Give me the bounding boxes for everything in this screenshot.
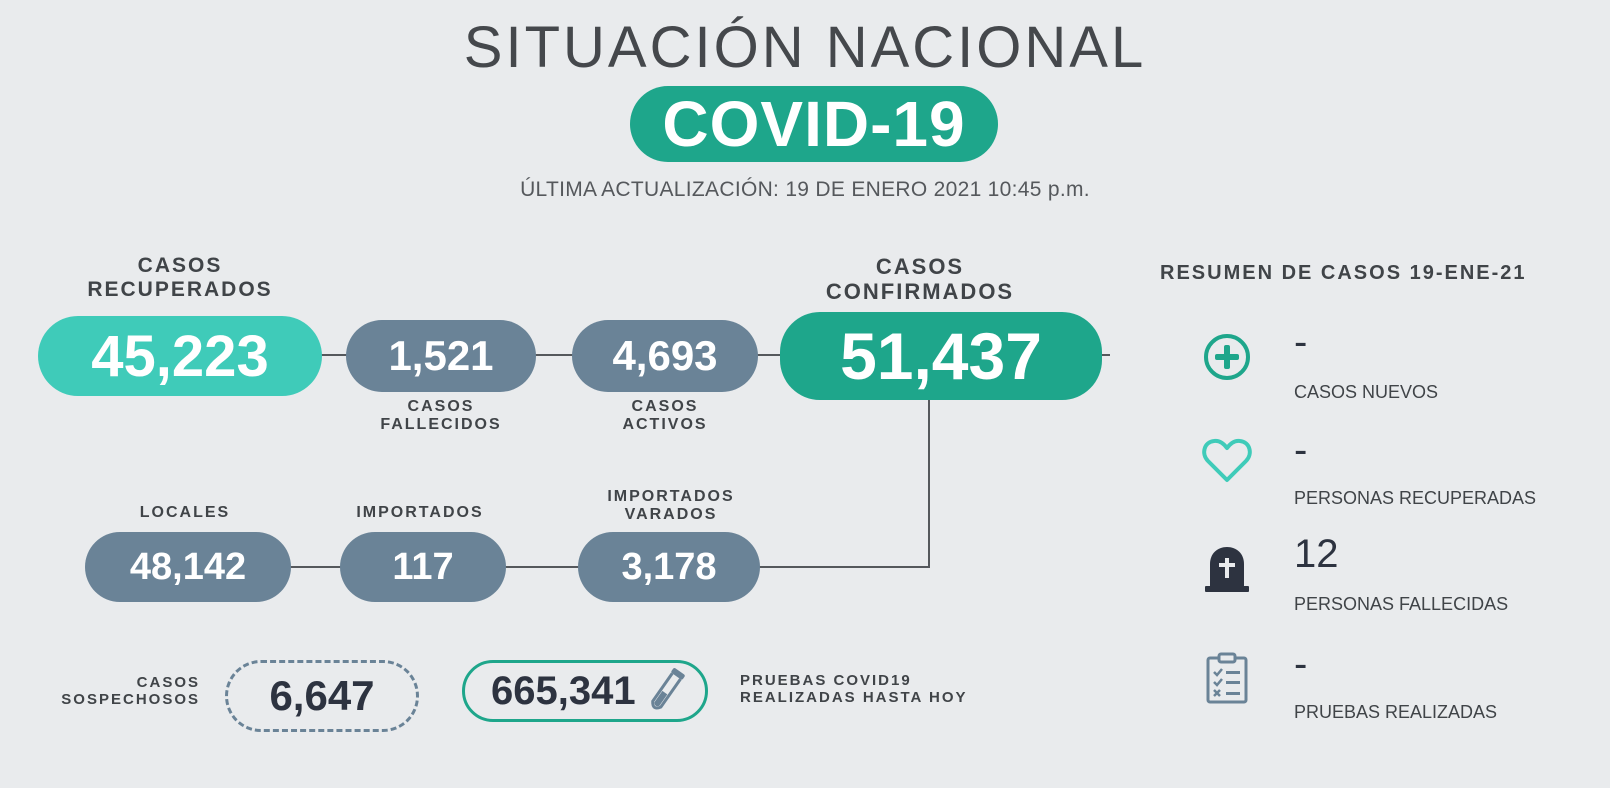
page-title: SITUACIÓN NACIONAL — [463, 15, 1147, 80]
summary-deceased-value: 12 — [1294, 532, 1339, 576]
active-label: CASOS ACTIVOS — [622, 398, 708, 434]
covid-badge: COVID-19 — [630, 86, 998, 162]
plus-circle-icon — [1204, 334, 1250, 380]
summary-tests-value: - — [1294, 642, 1308, 686]
confirmed-value: 51,437 — [780, 312, 1102, 400]
summary-new-cases-value: - — [1294, 320, 1308, 364]
last-update-text: ÚLTIMA ACTUALIZACIÓN: 19 DE ENERO 2021 1… — [520, 178, 1090, 201]
tests-pill: 665,341 — [462, 660, 708, 722]
summary-deceased-label: PERSONAS FALLECIDAS — [1294, 594, 1509, 614]
tests-label: PRUEBAS COVID19 REALIZADAS HASTA HOY — [740, 672, 968, 707]
active-value: 4,693 — [572, 320, 758, 392]
recovered-value: 45,223 — [38, 316, 322, 396]
summary-new-cases-label: CASOS NUEVOS — [1294, 382, 1439, 402]
test-tube-icon — [650, 668, 685, 710]
summary-tests-label: PRUEBAS REALIZADAS — [1294, 702, 1498, 722]
local-label: LOCALES — [139, 504, 231, 521]
tombstone-icon — [1205, 547, 1249, 592]
connector-line-vertical — [928, 398, 930, 568]
imported-label: IMPORTADOS — [356, 504, 484, 521]
suspected-label: CASOS SOSPECHOSOS — [61, 674, 200, 709]
tests-value: 665,341 — [491, 668, 636, 713]
stranded-label: IMPORTADOS VARADOS — [607, 488, 735, 524]
stranded-value: 3,178 — [578, 532, 760, 602]
recovered-label: CASOS RECUPERADOS — [87, 254, 273, 302]
suspected-value: 6,647 — [225, 660, 419, 732]
local-value: 48,142 — [85, 532, 291, 602]
imported-value: 117 — [340, 532, 506, 602]
deceased-value: 1,521 — [346, 320, 536, 392]
summary-recovered-value: - — [1294, 428, 1308, 472]
heart-icon — [1202, 438, 1252, 482]
confirmed-label: CASOS CONFIRMADOS — [825, 254, 1015, 305]
summary-title: RESUMEN DE CASOS 19-ENE-21 — [1160, 262, 1527, 284]
deceased-label: CASOS FALLECIDOS — [380, 398, 502, 434]
summary-recovered-label: PERSONAS RECUPERADAS — [1294, 488, 1537, 508]
clipboard-icon — [1206, 652, 1248, 704]
